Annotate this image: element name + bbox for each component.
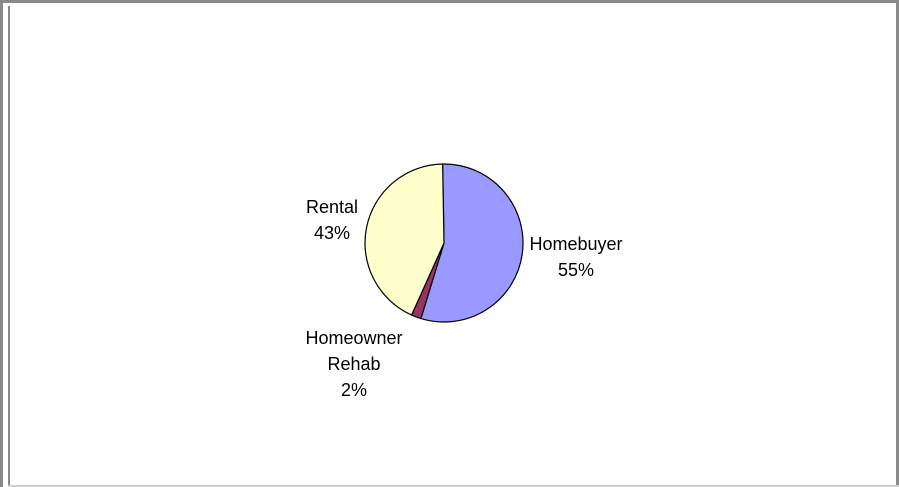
slice-name-line: Rehab	[327, 354, 380, 374]
slice-name-line: Rental	[306, 197, 358, 217]
frame-top-border	[0, 0, 899, 3]
slice-percent: 43%	[314, 223, 350, 243]
pie-labels: Homebuyer 55% Homeowner Rehab 2% Rental 43%	[305, 197, 622, 400]
slice-percent: 2%	[341, 380, 367, 400]
frame-left-outer-border	[0, 0, 3, 487]
frame-bottom-border	[8, 485, 899, 487]
frame-right-border	[896, 0, 899, 487]
slice-name-line: Homeowner	[305, 328, 402, 348]
slice-label-homebuyer: Homebuyer 55%	[529, 234, 622, 280]
pie-slice-homebuyer	[420, 163, 524, 323]
pie-slices	[364, 163, 524, 323]
slice-label-rental: Rental 43%	[306, 197, 358, 243]
slice-name-line: Homebuyer	[529, 234, 622, 254]
frame-left-inner-border	[8, 6, 10, 487]
slice-percent: 55%	[558, 260, 594, 280]
pie-slice-rental	[364, 163, 445, 316]
slice-label-homeowner-rehab: Homeowner Rehab 2%	[305, 328, 402, 400]
